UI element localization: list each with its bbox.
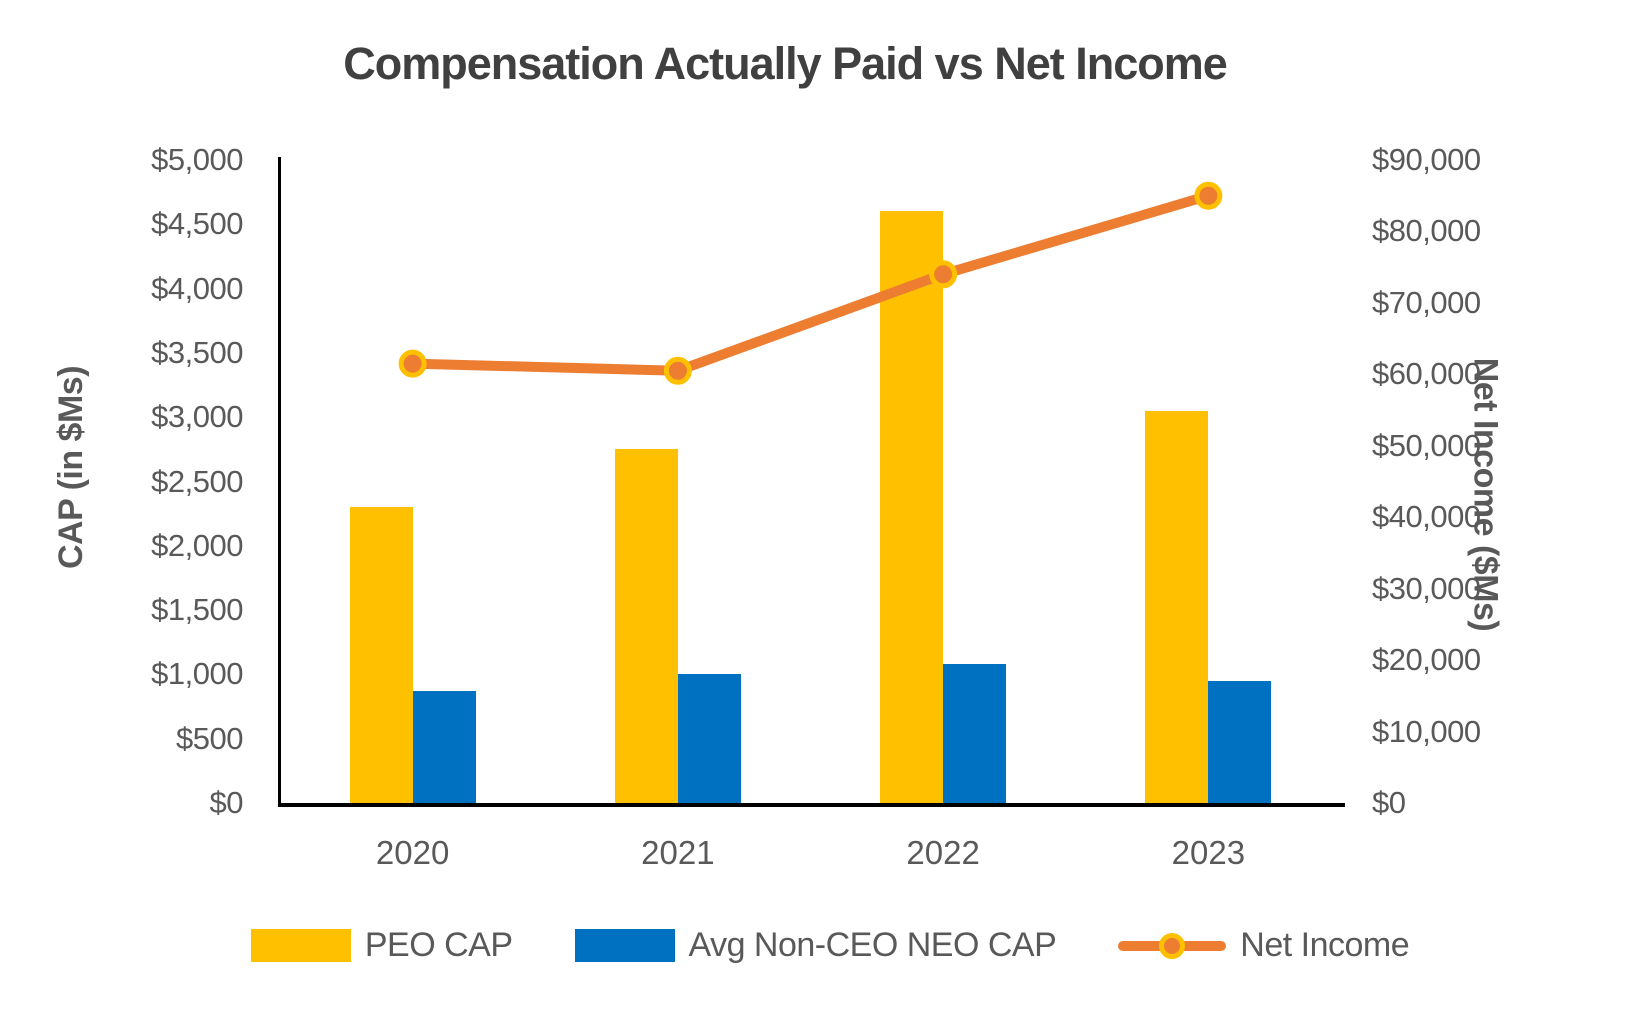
net-income-marker-2022 bbox=[929, 260, 958, 289]
legend-label-net-income: Net Income bbox=[1240, 926, 1410, 964]
bar-avg-non-ceo-neo-cap-2021 bbox=[677, 674, 741, 803]
right-axis-tick-label: $10,000 bbox=[1372, 713, 1481, 749]
right-axis-tick-label: $40,000 bbox=[1372, 499, 1481, 535]
legend-label-peo-cap: PEO CAP bbox=[364, 926, 513, 964]
x-axis-category-label: 2022 bbox=[906, 834, 980, 871]
legend-label-avg-neo-cap: Avg Non-CEO NEO CAP bbox=[688, 926, 1057, 964]
left-axis-tick-label: $1,000 bbox=[151, 656, 243, 692]
net-income-line bbox=[398, 181, 1223, 385]
right-axis-tick-label: $60,000 bbox=[1372, 356, 1481, 392]
x-axis-category-label: 2021 bbox=[641, 834, 715, 871]
chart-title: Compensation Actually Paid vs Net Income bbox=[343, 38, 1228, 89]
legend-item-peo-cap: PEO CAP bbox=[250, 926, 513, 965]
left-axis-tick-label: $5,000 bbox=[151, 142, 243, 177]
bar-peo-cap-2021 bbox=[614, 449, 678, 803]
right-axis-tick-label: $20,000 bbox=[1372, 642, 1481, 678]
net-income-line-swatch bbox=[1118, 929, 1227, 962]
net-income-marker-2020 bbox=[398, 349, 427, 378]
left-axis-tick-label: $3,000 bbox=[151, 399, 243, 435]
right-axis-tick-label: $30,000 bbox=[1372, 570, 1481, 606]
bar-peo-cap-2022 bbox=[880, 211, 944, 803]
left-axis-tick-label: $2,500 bbox=[151, 463, 243, 499]
left-axis-tick-label: $1,500 bbox=[151, 592, 243, 628]
legend-item-avg-neo-cap: Avg Non-CEO NEO CAP bbox=[574, 926, 1057, 965]
legend-item-net-income: Net Income bbox=[1118, 926, 1410, 965]
net-income-marker-2023 bbox=[1194, 181, 1223, 210]
net-income-marker-2021 bbox=[663, 356, 692, 385]
net-income-marker-icon bbox=[1159, 933, 1186, 959]
bar-peo-cap-2023 bbox=[1145, 410, 1209, 803]
left-axis-tick-label: $0 bbox=[209, 785, 244, 820]
x-axis-category-label: 2023 bbox=[1171, 834, 1246, 871]
x-axis-line bbox=[278, 803, 1345, 807]
net-income-line-path bbox=[407, 190, 1214, 376]
avg-neo-cap-swatch bbox=[574, 929, 675, 962]
left-axis-tick-label: $3,500 bbox=[151, 334, 243, 370]
bar-avg-non-ceo-neo-cap-2023 bbox=[1208, 680, 1272, 803]
right-axis-tick-label: $80,000 bbox=[1372, 213, 1481, 249]
y-axis-line bbox=[278, 157, 281, 806]
chart-legend: PEO CAP Avg Non-CEO NEO CAP Net Income bbox=[0, 926, 1650, 965]
bar-peo-cap-2020 bbox=[349, 507, 413, 803]
left-axis-tick-label: $4,500 bbox=[151, 206, 243, 242]
right-axis-tick-label: $0 bbox=[1372, 785, 1406, 820]
bar-avg-non-ceo-neo-cap-2020 bbox=[412, 691, 476, 803]
x-axis-category-label: 2020 bbox=[375, 834, 450, 871]
bar-avg-non-ceo-neo-cap-2022 bbox=[943, 664, 1007, 803]
left-axis-tick-label: $500 bbox=[176, 720, 243, 756]
left-axis-tick-label: $2,000 bbox=[151, 527, 243, 563]
left-axis-tick-label: $4,000 bbox=[151, 270, 243, 306]
right-axis-tick-label: $50,000 bbox=[1372, 427, 1481, 463]
peo-cap-swatch bbox=[250, 929, 351, 962]
right-axis-tick-label: $90,000 bbox=[1372, 142, 1481, 177]
right-axis-tick-label: $70,000 bbox=[1372, 284, 1481, 320]
